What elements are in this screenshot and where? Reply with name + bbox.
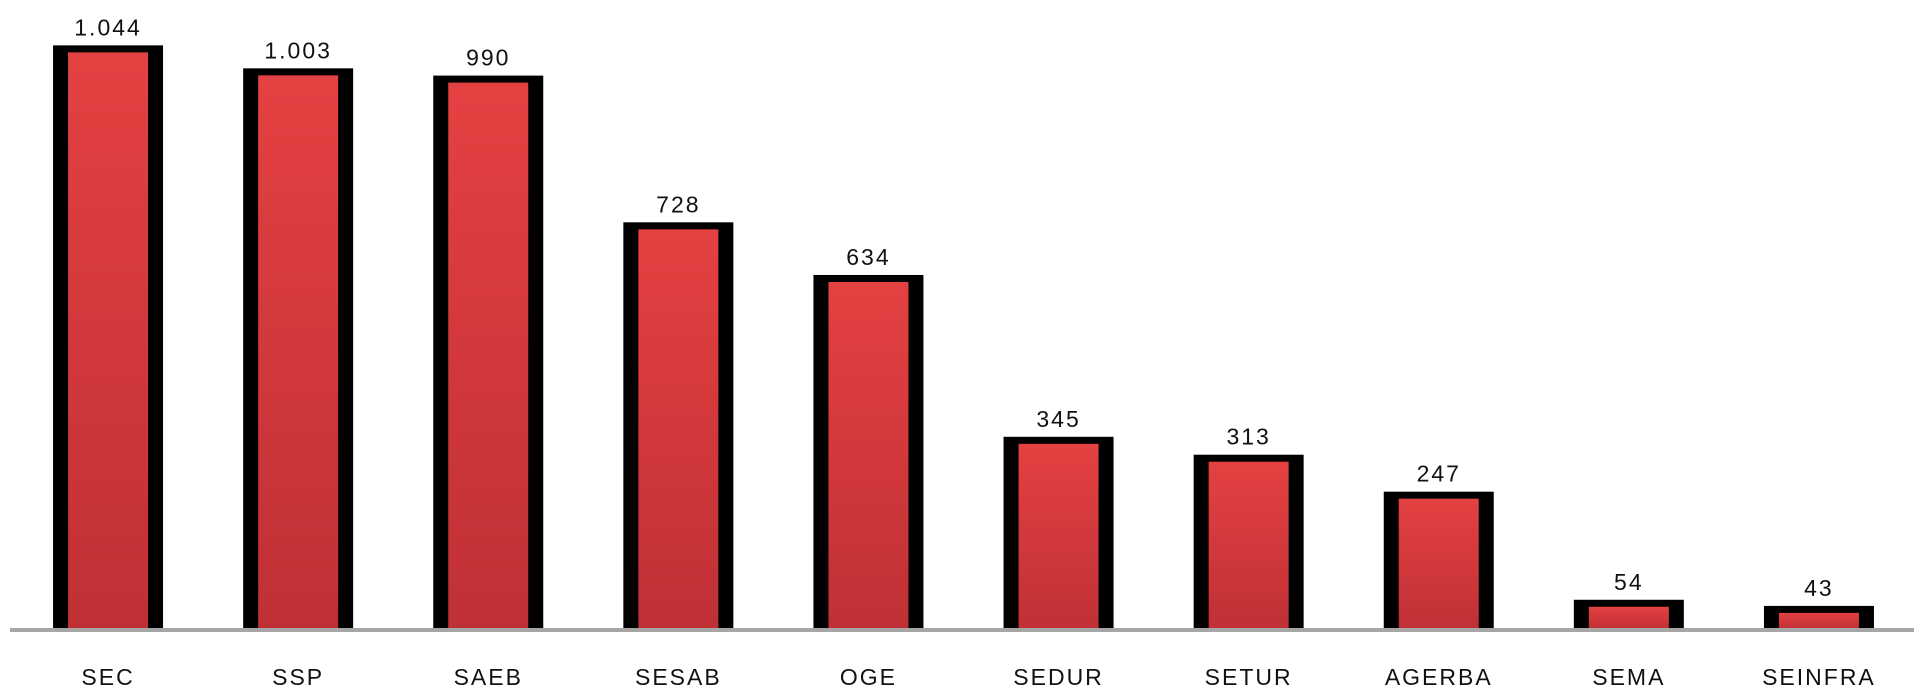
- x-tick-label: AGERBA: [1385, 664, 1493, 690]
- x-tick-label: OGE: [840, 664, 897, 690]
- value-label: 990: [466, 45, 510, 71]
- value-label: 1.044: [74, 14, 142, 40]
- x-tick-label: SETUR: [1205, 664, 1293, 690]
- bar: [1208, 461, 1289, 630]
- value-label: 728: [656, 191, 700, 217]
- bar: [828, 281, 909, 630]
- value-label: 634: [846, 244, 890, 270]
- value-label: 345: [1036, 406, 1080, 432]
- bar: [258, 75, 339, 630]
- bar: [1588, 606, 1669, 630]
- bar: [1778, 612, 1859, 630]
- value-label: 43: [1804, 575, 1834, 601]
- bar: [1018, 443, 1099, 630]
- x-tick-label: SSP: [272, 664, 324, 690]
- x-tick-label: SEINFRA: [1762, 664, 1876, 690]
- value-label: 54: [1614, 569, 1644, 595]
- x-tick-label: SAEB: [454, 664, 523, 690]
- bar: [448, 82, 529, 631]
- bar: [638, 229, 719, 630]
- x-tick-label: SEC: [81, 664, 134, 690]
- bar: [68, 52, 149, 631]
- value-label: 313: [1226, 424, 1270, 450]
- value-label: 1.003: [264, 37, 332, 63]
- bar: [1398, 498, 1479, 630]
- x-tick-label: SESAB: [635, 664, 722, 690]
- x-tick-label: SEMA: [1592, 664, 1665, 690]
- x-tick-label: SEDUR: [1013, 664, 1104, 690]
- value-label: 247: [1417, 461, 1461, 487]
